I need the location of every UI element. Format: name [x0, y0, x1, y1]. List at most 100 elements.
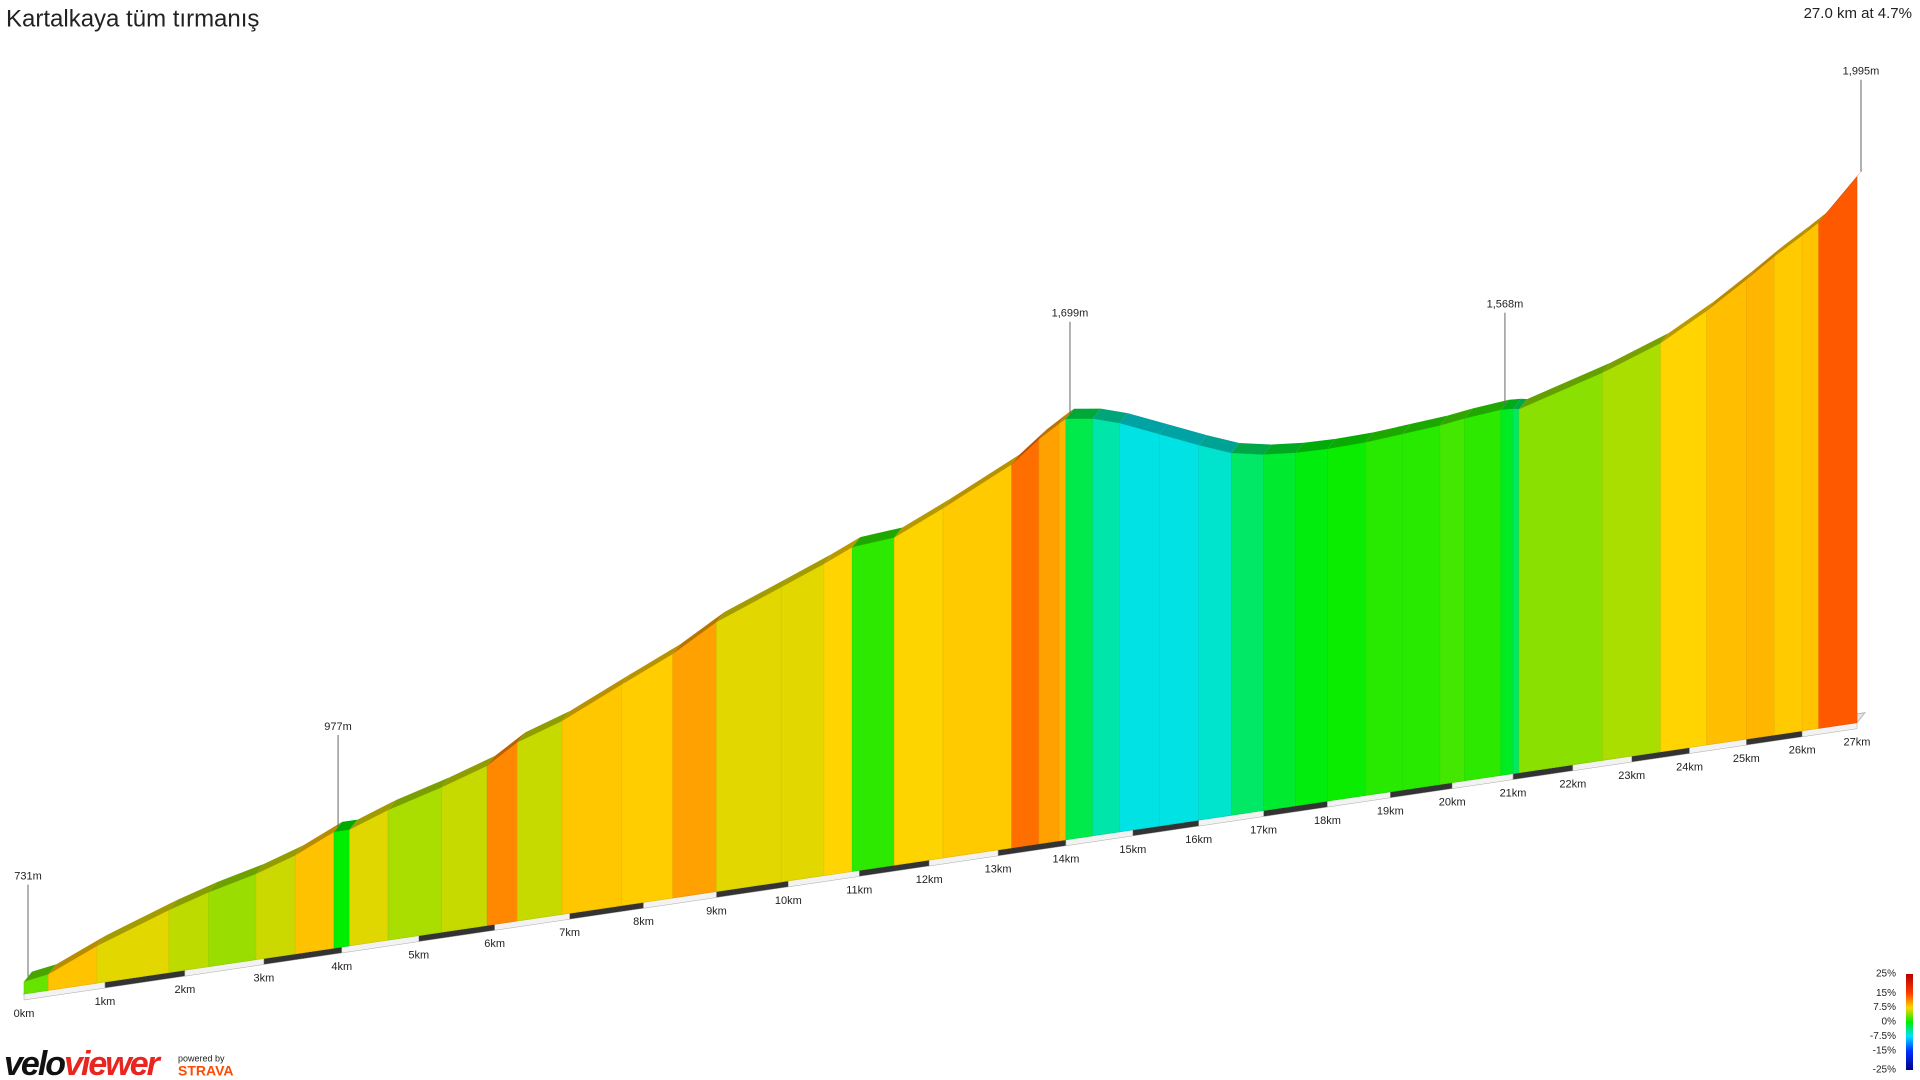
segment-top [1198, 435, 1240, 453]
x-tick-label: 27km [1844, 737, 1871, 749]
legend: 25% 15% 7.5% 0% -7.5% -15% -25% [1870, 969, 1913, 1076]
chart-title: Kartalkaya tüm tırmanış [6, 5, 259, 32]
segment-top [1038, 413, 1068, 440]
gradient-segment [851, 537, 895, 872]
segment-top [1818, 166, 1865, 223]
gradient-segment [1746, 255, 1775, 740]
gradient-segment [96, 909, 170, 984]
segment-top [1439, 408, 1473, 426]
x-tick-label: 25km [1733, 753, 1760, 765]
segment-top [1327, 432, 1374, 449]
segment-top [1706, 269, 1755, 311]
segment-top [349, 799, 397, 830]
gradient-segment [1295, 448, 1328, 807]
segment-top [1231, 442, 1272, 455]
segment-top [716, 577, 790, 623]
x-tick-label: 18km [1314, 815, 1341, 827]
gradient-segment [1263, 452, 1296, 811]
segment-top [487, 732, 526, 766]
gradient-segment [1159, 433, 1200, 827]
logo-viewer: viewer [64, 1045, 162, 1080]
segment-top [48, 935, 105, 975]
peak-label: 1,995m [1843, 66, 1880, 78]
segment-top [1602, 332, 1669, 373]
gradient-segment [1801, 221, 1820, 732]
gradient-segment [333, 829, 350, 949]
x-tick-label: 3km [253, 972, 274, 984]
gradient-segment [1092, 418, 1120, 837]
segment-top [1263, 442, 1304, 455]
segment-top [781, 553, 832, 588]
x-tick-label: 23km [1618, 770, 1645, 782]
powered-by: powered by [178, 1053, 225, 1063]
legend-label: -7.5% [1870, 1031, 1896, 1042]
segment-top [1092, 408, 1128, 424]
segment-top [621, 643, 681, 685]
x-tick-label: 14km [1053, 854, 1080, 866]
x-tick-label: 1km [95, 996, 116, 1008]
segment-top [1365, 423, 1411, 443]
x-tick-label: 17km [1250, 824, 1277, 836]
gradient-segment [486, 741, 518, 926]
gradient-segment [1365, 433, 1404, 796]
gradient-segment [672, 621, 717, 899]
x-tick-label: 10km [775, 895, 802, 907]
x-tick-label: 12km [916, 874, 943, 886]
x-tick-label: 13km [985, 864, 1012, 876]
gradient-segment [1464, 409, 1502, 782]
segment-top [1519, 362, 1611, 410]
x-tick-label: 9km [706, 905, 727, 917]
legend-label: 7.5% [1873, 1002, 1896, 1013]
gradient-segment [349, 809, 389, 947]
segment-top [562, 674, 630, 721]
gradient-segment [387, 786, 442, 941]
profile-front [23, 175, 1858, 995]
x-tick-label: 22km [1559, 779, 1586, 791]
segment-top [1513, 398, 1528, 410]
gradient-segment [1774, 234, 1803, 736]
gradient-segment [1500, 408, 1514, 776]
segment-top [1464, 399, 1509, 419]
strava: STRAVA [178, 1063, 233, 1079]
gradient-segment [441, 765, 488, 933]
segment-top [1774, 225, 1811, 257]
x-tick-label: 0km [14, 1008, 35, 1020]
x-tick-label: 8km [633, 916, 654, 928]
segment-top [1402, 415, 1448, 434]
legend-label: 25% [1876, 969, 1896, 980]
legend-label: -25% [1873, 1065, 1896, 1076]
gradient-segment [780, 563, 825, 883]
segment-top [208, 863, 265, 893]
segment-top [1500, 398, 1522, 410]
logo: veloviewer powered by STRAVA [4, 1045, 233, 1080]
segment-top [334, 819, 358, 832]
gradient-segment [1660, 310, 1707, 753]
segment-top [441, 755, 496, 788]
x-tick-label: 2km [175, 984, 196, 996]
gradient-segment [716, 586, 782, 892]
x-tick-label: 19km [1377, 806, 1404, 818]
gradient-segment [1512, 408, 1520, 774]
x-tick-label: 4km [331, 961, 352, 973]
segment-top [823, 537, 861, 564]
segment-top [1065, 408, 1101, 419]
segment-top [852, 527, 903, 548]
segment-top [894, 498, 952, 538]
x-tick-label: 11km [846, 884, 872, 896]
legend-label: 0% [1882, 1017, 1897, 1028]
x-tick-label: 26km [1789, 745, 1816, 757]
segment-top [1295, 438, 1336, 453]
gradient-segment [942, 463, 1013, 859]
legend-label: -15% [1873, 1045, 1896, 1056]
segment-top [256, 845, 304, 874]
segment-top [672, 612, 725, 654]
segment-top [169, 882, 217, 910]
gradient-segment [1038, 422, 1060, 845]
segment-top [943, 454, 1020, 509]
peak-label: 1,699m [1052, 308, 1089, 320]
logo-text: veloviewer [4, 1045, 162, 1080]
x-tick-label: 6km [484, 938, 505, 950]
segment-top [96, 899, 178, 946]
segment-top [1746, 246, 1783, 280]
